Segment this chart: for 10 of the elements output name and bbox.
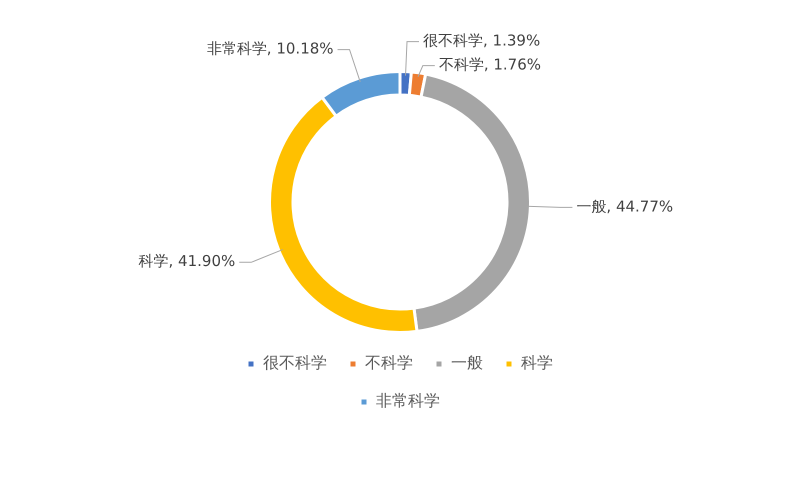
legend-label: 非常科学	[376, 391, 440, 410]
data-label: 很不科学, 1.39%	[423, 32, 540, 50]
legend-label: 不科学	[365, 353, 413, 372]
data-label: 不科学, 1.76%	[438, 56, 541, 74]
data-label: 非常科学, 10.18%	[206, 40, 334, 58]
legend-label: 一般	[451, 353, 483, 372]
data-label: 科学, 41.90%	[138, 252, 236, 270]
data-label: 一般, 44.77%	[576, 197, 674, 216]
legend-label: 很不科学	[263, 353, 327, 372]
legend-label: 科学	[521, 353, 553, 372]
